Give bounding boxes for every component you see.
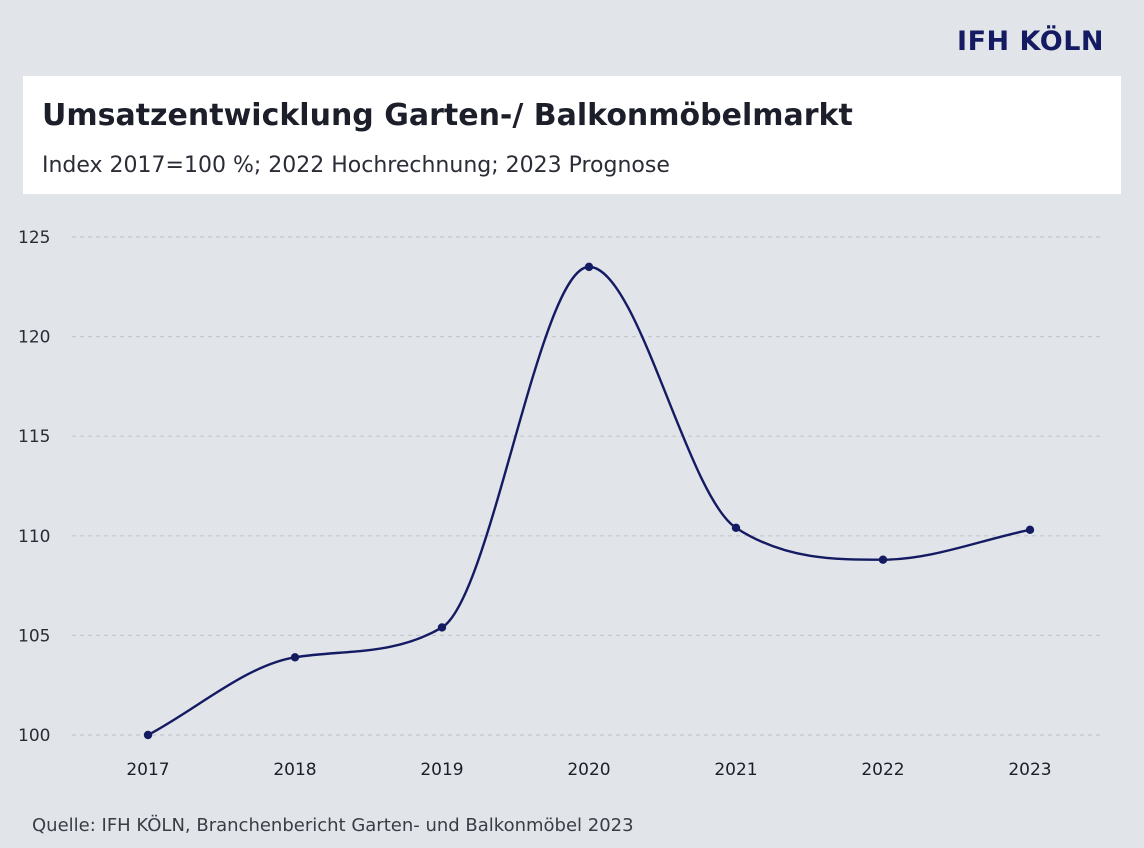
x-tick-label: 2018 [273,760,316,780]
title-box: Umsatzentwicklung Garten-/ Balkonmöbelma… [23,76,1121,194]
x-tick-label: 2022 [861,760,904,780]
data-point [878,555,888,564]
data-point [290,653,300,662]
y-tick-label: 100 [18,726,50,746]
y-tick-label: 125 [18,228,50,248]
data-point [731,523,741,533]
data-point [1025,525,1035,535]
y-tick-label: 115 [18,427,50,447]
y-tick-label: 105 [18,626,50,646]
x-tick-label: 2017 [126,760,169,780]
x-tick-label: 2021 [714,760,757,780]
brand-logo: IFH KÖLN [957,26,1104,57]
x-tick-label: 2019 [420,760,463,780]
data-point [584,262,594,272]
chart-subtitle: Index 2017=100 %; 2022 Hochrechnung; 202… [42,153,670,178]
series-line [147,265,1031,737]
y-tick-label: 120 [18,328,50,348]
x-tick-label: 2020 [567,760,610,780]
chart-title: Umsatzentwicklung Garten-/ Balkonmöbelma… [42,98,853,133]
data-point [437,623,447,632]
data-point [143,730,153,740]
source-note: Quelle: IFH KÖLN, Branchenbericht Garten… [32,815,634,836]
y-tick-label: 110 [18,527,50,547]
x-tick-label: 2023 [1008,760,1051,780]
